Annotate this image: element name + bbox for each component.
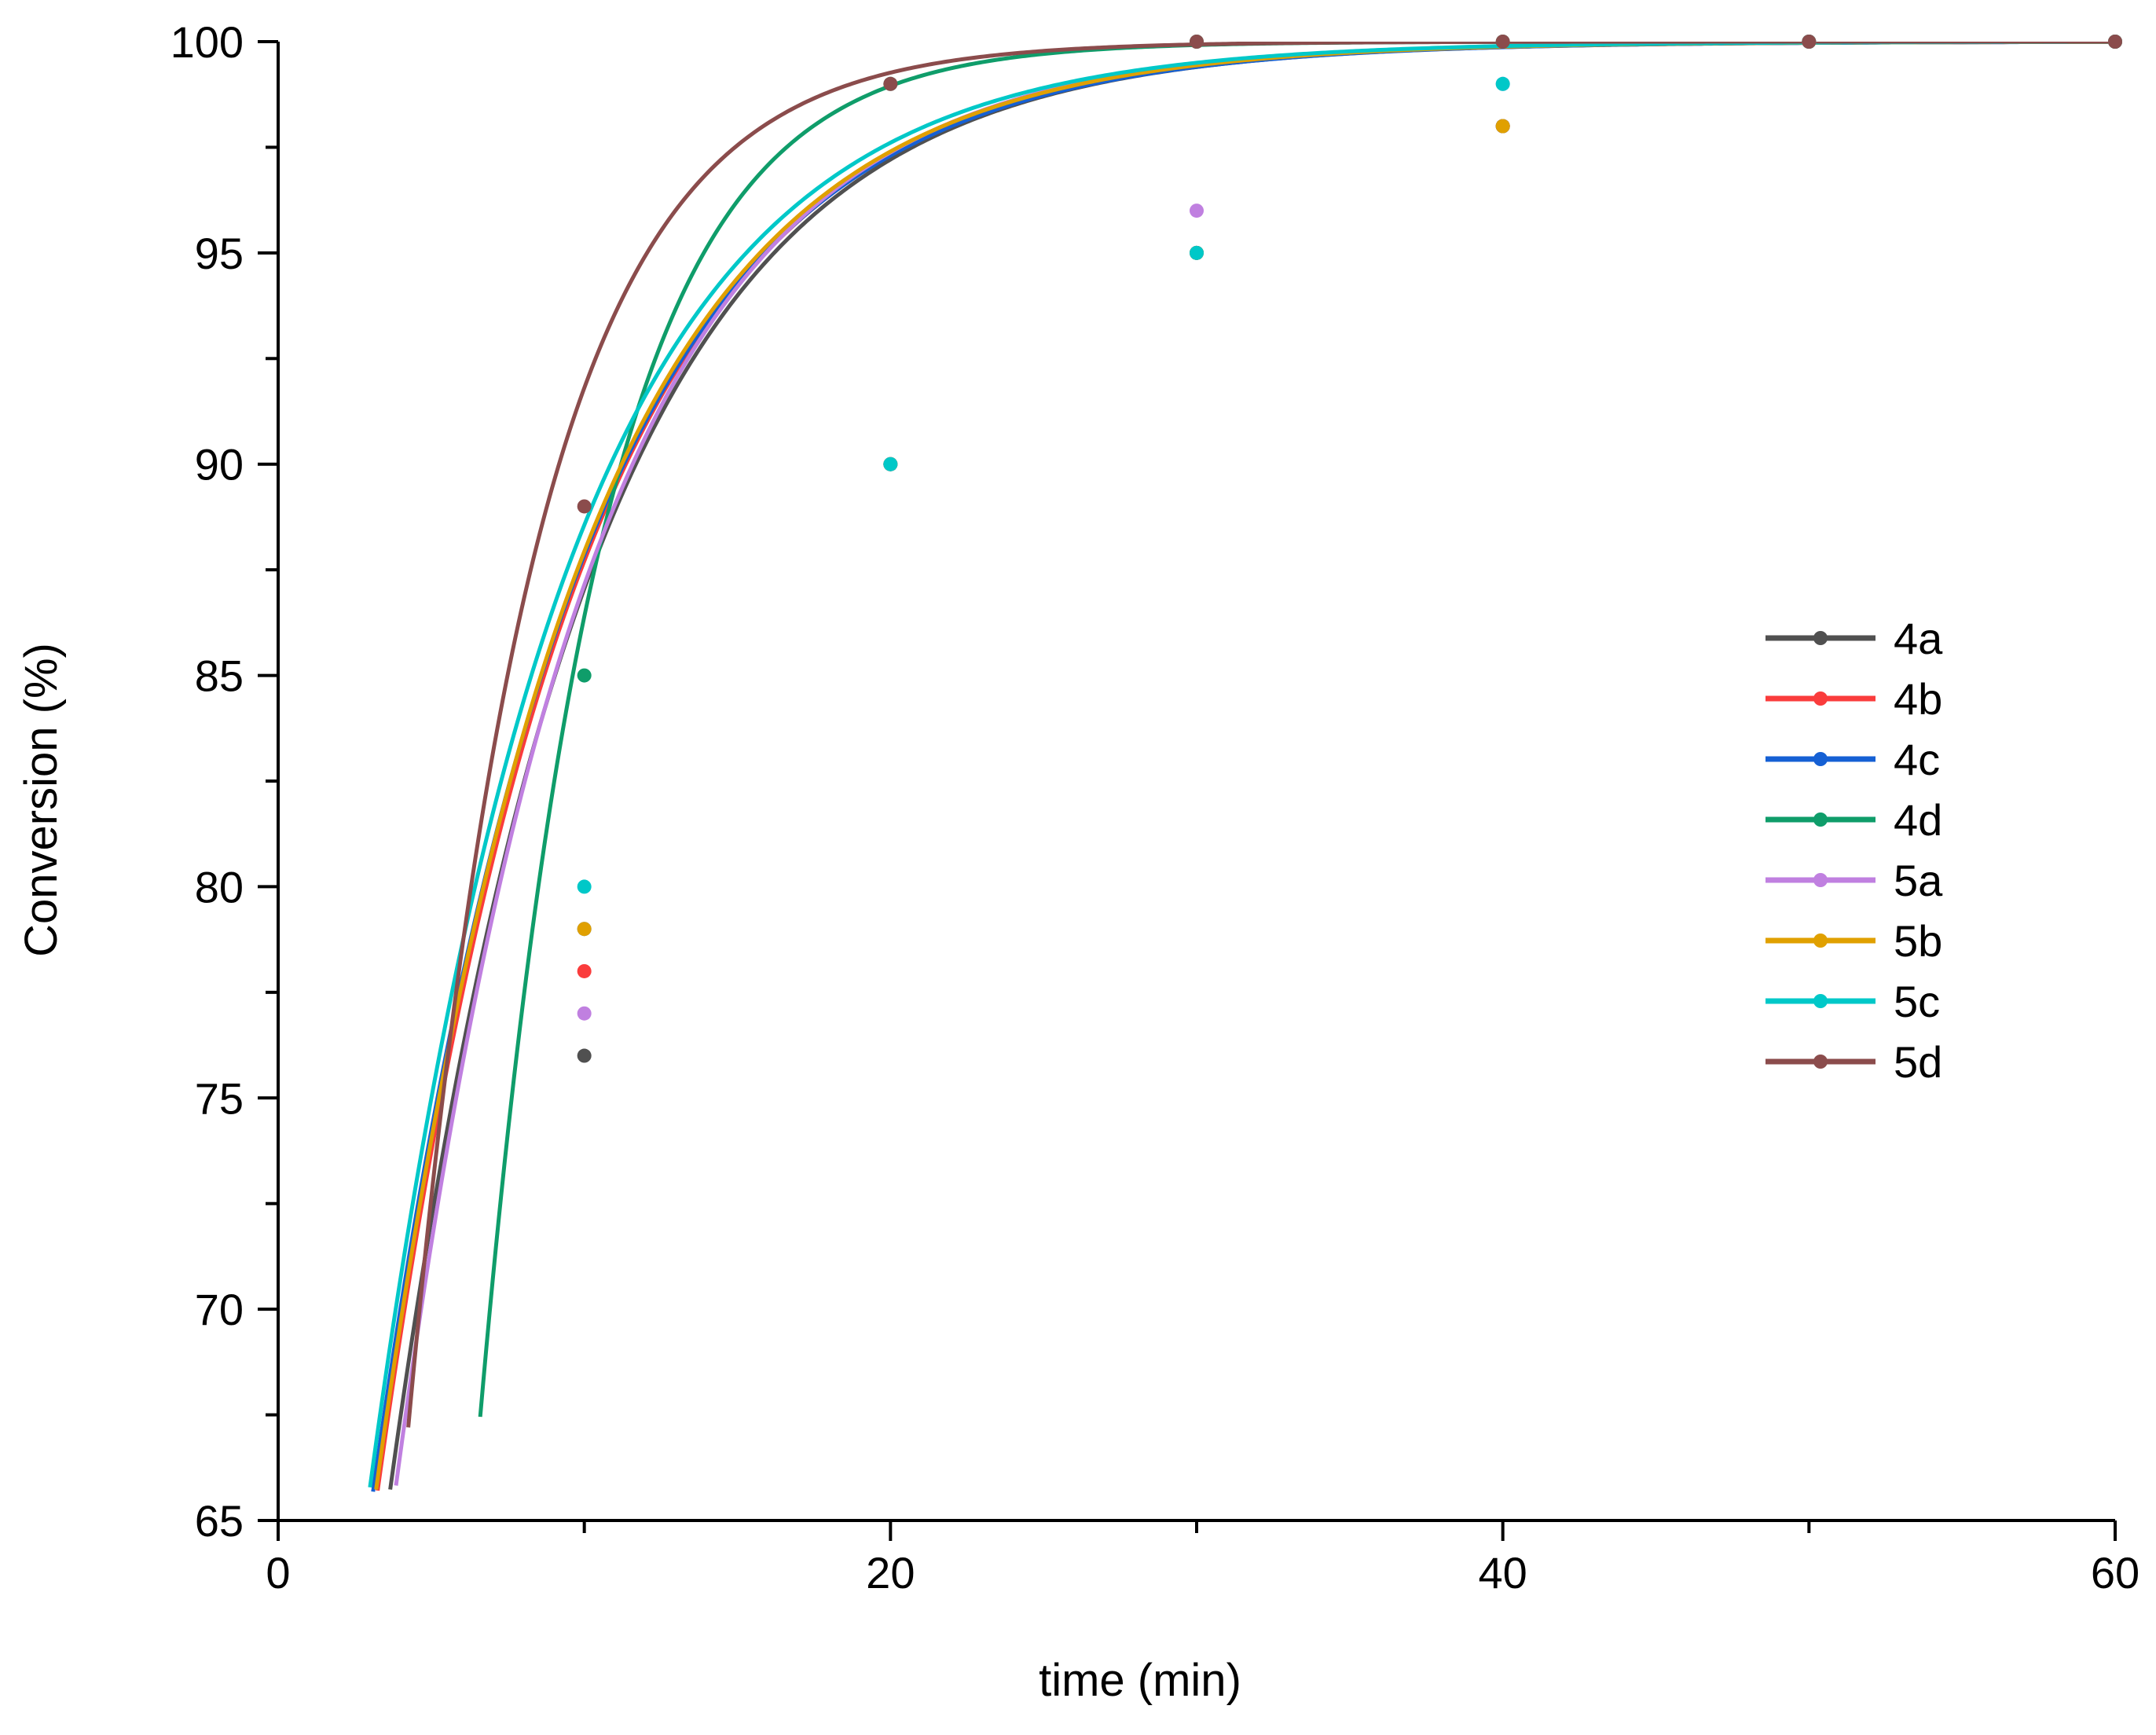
data-point-5d xyxy=(577,499,592,514)
fit-curves xyxy=(368,42,2115,1492)
data-point-5a xyxy=(577,1006,592,1021)
fit-curve-4b xyxy=(376,42,2114,1491)
legend-label-4a: 4a xyxy=(1894,614,1943,663)
fit-curve-5d xyxy=(406,42,2114,1428)
fit-curve-4d xyxy=(478,42,2115,1418)
data-point-4a xyxy=(577,1048,592,1063)
data-points xyxy=(577,35,2122,1063)
legend-label-4d: 4d xyxy=(1894,795,1942,845)
fit-curve-5c xyxy=(368,42,2115,1488)
y-axis-title: Conversion (%) xyxy=(16,643,67,957)
fit-curve-5a xyxy=(394,42,2114,1486)
legend-label-5c: 5c xyxy=(1894,977,1940,1026)
y-tick-label: 100 xyxy=(170,17,244,67)
data-point-5d xyxy=(1495,35,1510,49)
legend-label-5b: 5b xyxy=(1894,916,1942,966)
y-tick-label: 90 xyxy=(195,440,244,490)
legend-marker-4c xyxy=(1813,752,1828,766)
legend-marker-5b xyxy=(1813,934,1828,948)
y-tick-label: 75 xyxy=(195,1073,244,1123)
y-tick-label: 70 xyxy=(195,1285,244,1334)
legend: 4a 4b 4c 4d 5a 5b 5c 5d xyxy=(1766,614,1943,1087)
legend-marker-5a xyxy=(1813,873,1828,887)
data-point-5c xyxy=(577,879,592,894)
axes: 0 20 40 60 65 70 75 80 85 90 95 100 xyxy=(170,17,2140,1597)
legend-marker-4b xyxy=(1813,691,1828,706)
fit-curve-4c xyxy=(371,42,2115,1492)
data-point-4d xyxy=(577,668,592,683)
legend-marker-5d xyxy=(1813,1055,1828,1069)
legend-label-4b: 4b xyxy=(1894,674,1942,724)
y-tick-label: 85 xyxy=(195,651,244,701)
data-point-5b xyxy=(1495,119,1510,134)
data-point-5d xyxy=(883,76,898,91)
data-point-5a xyxy=(1190,204,1204,218)
legend-marker-4d xyxy=(1813,812,1828,827)
data-point-5c xyxy=(883,457,898,471)
x-tick-label: 20 xyxy=(866,1548,915,1597)
y-tick-label: 80 xyxy=(195,862,244,912)
legend-label-5d: 5d xyxy=(1894,1037,1942,1087)
data-point-5d xyxy=(1190,35,1204,49)
y-tick-label: 95 xyxy=(195,229,244,278)
x-axis-title: time (min) xyxy=(1039,1655,1241,1706)
data-point-5c xyxy=(1190,245,1204,260)
x-tick-label: 60 xyxy=(2091,1548,2140,1597)
fit-curve-4a xyxy=(388,42,2114,1490)
data-point-5b xyxy=(577,922,592,937)
data-point-5d xyxy=(2108,35,2122,49)
x-tick-label: 0 xyxy=(266,1548,290,1597)
data-point-5c xyxy=(1495,76,1510,91)
legend-marker-5c xyxy=(1813,994,1828,1008)
x-tick-label: 40 xyxy=(1479,1548,1527,1597)
fit-curve-5b xyxy=(374,42,2115,1490)
legend-label-4c: 4c xyxy=(1894,735,1940,784)
data-point-4b xyxy=(577,963,592,978)
legend-marker-4a xyxy=(1813,631,1828,645)
data-point-5d xyxy=(1802,35,1817,49)
legend-label-5a: 5a xyxy=(1894,856,1943,905)
y-tick-label: 65 xyxy=(195,1496,244,1546)
